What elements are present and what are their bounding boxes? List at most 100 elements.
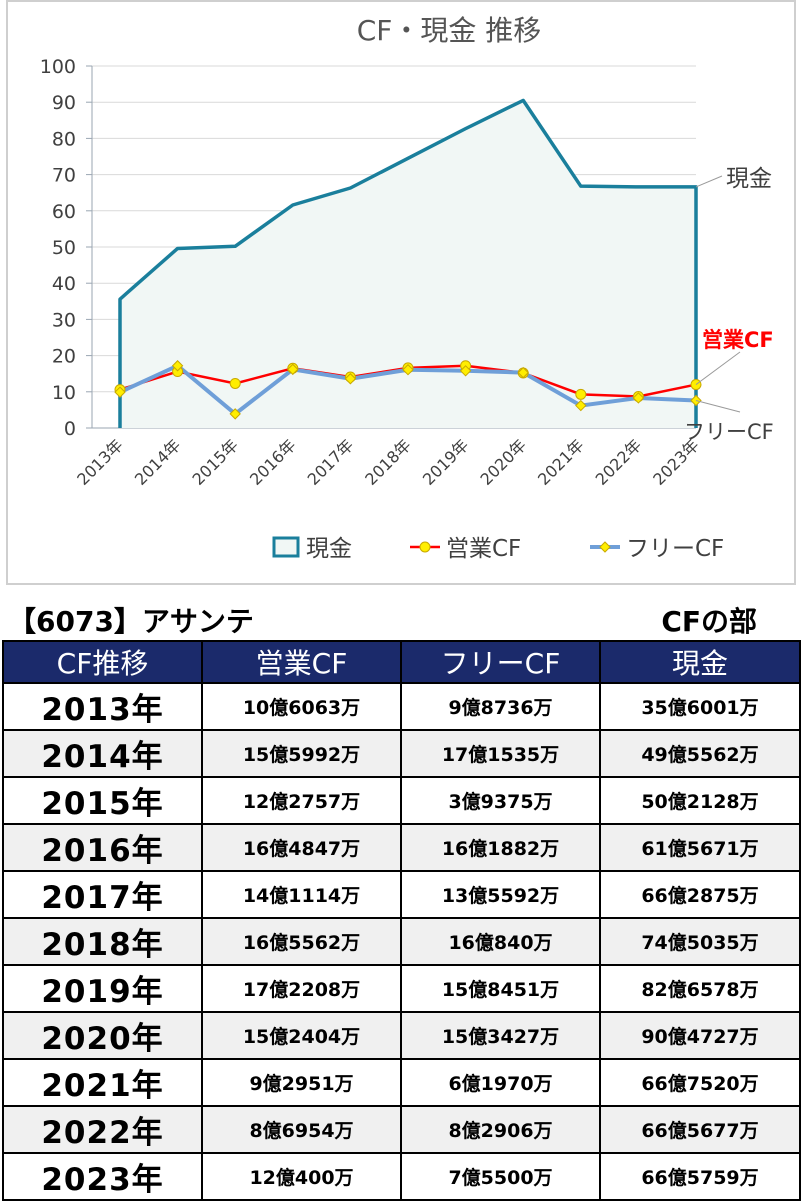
year-cell: 2020年 bbox=[2, 1011, 203, 1060]
free-cf-point bbox=[114, 386, 126, 398]
operating-cf-cell: 15億2404万 bbox=[201, 1011, 402, 1060]
x-tick-label: 2016年 bbox=[246, 435, 300, 489]
x-tick-label: 2017年 bbox=[304, 435, 358, 489]
free-cf-cell: 17億1535万 bbox=[400, 729, 601, 778]
table-row: 2019年 17億2208万 15億8451万 82億6578万 bbox=[2, 964, 801, 1013]
cf-cash-chart: CF・現金 推移 0 10 20 30 40 50 60 70 80 90 100 2013年 2014年… bbox=[40, 14, 774, 562]
cash-cell: 66億2875万 bbox=[599, 870, 801, 919]
free-cf-point bbox=[517, 366, 529, 379]
free-cf-cell: 9億8736万 bbox=[400, 682, 601, 731]
table-row: 2023年 12億400万 7億5500万 66億5759万 bbox=[2, 1152, 801, 1201]
free-cf-cell: 15億8451万 bbox=[400, 964, 601, 1013]
free-cf-label-leader bbox=[695, 400, 741, 413]
table-row: 2017年 14億1114万 13億5592万 66億2875万 bbox=[2, 870, 801, 919]
free-cf-cell: 6億1970万 bbox=[400, 1058, 601, 1107]
y-tick-label: 0 bbox=[64, 418, 76, 440]
cash-cell: 66億5677万 bbox=[599, 1105, 801, 1154]
operating-cf-label-leader bbox=[695, 351, 741, 385]
x-tick-label: 2021年 bbox=[534, 435, 588, 489]
cash-cell: 35億6001万 bbox=[599, 682, 801, 731]
free-cf-cell: 8億2906万 bbox=[400, 1105, 601, 1154]
y-tick-label: 100 bbox=[40, 56, 76, 78]
table-row: 2018年 16億5562万 16億840万 74億5035万 bbox=[2, 917, 801, 966]
table-row: 2014年 15億5992万 17億1535万 49億5562万 bbox=[2, 729, 801, 778]
operating-cf-cell: 17億2208万 bbox=[201, 964, 402, 1013]
column-header-operating-cf: 営業CF bbox=[201, 640, 402, 684]
cash-cell: 49億5562万 bbox=[599, 729, 801, 778]
legend-cash-swatch bbox=[272, 536, 300, 558]
free-cf-cell: 16億1882万 bbox=[400, 823, 601, 872]
chart-title: CF・現金 推移 bbox=[357, 14, 542, 47]
operating-cf-point bbox=[229, 377, 241, 389]
free-cf-point bbox=[171, 360, 184, 372]
table-row: 2013年 10億6063万 9億8736万 35億6001万 bbox=[2, 682, 801, 731]
operating-cf-cell: 16億4847万 bbox=[201, 823, 402, 872]
x-tick-label: 2019年 bbox=[419, 435, 473, 489]
y-tick-label: 30 bbox=[52, 309, 76, 331]
operating-cf-cell: 15億5992万 bbox=[201, 729, 402, 778]
free-cf-cell: 16億840万 bbox=[400, 917, 601, 966]
table-row: 2016年 16億4847万 16億1882万 61億5671万 bbox=[2, 823, 801, 872]
operating-cf-cell: 16億5562万 bbox=[201, 917, 402, 966]
year-cell: 2018年 bbox=[2, 917, 203, 966]
year-cell: 2022年 bbox=[2, 1105, 203, 1154]
free-cf-point bbox=[287, 363, 299, 376]
y-tick-label: 90 bbox=[52, 92, 76, 114]
legend-free-cf-marker bbox=[599, 541, 611, 553]
operating-cf-cell: 14億1114万 bbox=[201, 870, 402, 919]
cash-cell: 74億5035万 bbox=[599, 917, 801, 966]
table-row: 2015年 12億2757万 3億9375万 50億2128万 bbox=[2, 776, 801, 825]
year-cell: 2016年 bbox=[2, 823, 203, 872]
legend-operating-cf-marker bbox=[419, 541, 431, 553]
y-tick-label: 40 bbox=[52, 273, 76, 295]
cash-cell: 66億7520万 bbox=[599, 1058, 801, 1107]
table-row: 2021年 9億2951万 6億1970万 66億7520万 bbox=[2, 1058, 801, 1107]
legend-free-cf-label: フリーCF bbox=[626, 536, 724, 562]
cash-cell: 90億4727万 bbox=[599, 1011, 801, 1060]
year-cell: 2014年 bbox=[2, 729, 203, 778]
x-tick-label: 2014年 bbox=[131, 435, 185, 489]
free-cf-point bbox=[459, 365, 472, 377]
y-tick-label: 10 bbox=[52, 382, 76, 404]
table-header-row: CF推移 営業CF フリーCF 現金 bbox=[2, 640, 801, 684]
column-header-cash: 現金 bbox=[599, 640, 801, 684]
free-cf-point bbox=[344, 373, 357, 385]
free-cf-point bbox=[632, 392, 645, 404]
section-title: CFの部 bbox=[661, 605, 757, 638]
free-cf-cell: 15億3427万 bbox=[400, 1011, 601, 1060]
free-cf-point bbox=[575, 399, 587, 412]
free-cf-cell: 7億5500万 bbox=[400, 1152, 601, 1201]
free-cf-cell: 13億5592万 bbox=[400, 870, 601, 919]
operating-cf-cell: 12億2757万 bbox=[201, 776, 402, 825]
operating-cf-point bbox=[575, 388, 587, 400]
free-cf-point bbox=[402, 364, 414, 376]
year-cell: 2017年 bbox=[2, 870, 203, 919]
company-title: 【6073】アサンテ bbox=[8, 605, 254, 638]
table-row: 2022年 8億6954万 8億2906万 66億5677万 bbox=[2, 1105, 801, 1154]
column-header-free-cf: フリーCF bbox=[400, 640, 601, 684]
year-cell: 2013年 bbox=[2, 682, 203, 731]
table-row: 2020年 15億2404万 15億3427万 90億4727万 bbox=[2, 1011, 801, 1060]
cash-label-leader bbox=[695, 175, 723, 188]
free-cf-end-label: フリーCF bbox=[684, 420, 774, 444]
y-tick-label: 80 bbox=[52, 128, 76, 150]
y-tick-label: 60 bbox=[52, 201, 76, 223]
year-cell: 2019年 bbox=[2, 964, 203, 1013]
y-tick-label: 20 bbox=[52, 346, 76, 368]
operating-cf-end-label: 営業CF bbox=[702, 328, 774, 352]
cash-area bbox=[120, 100, 696, 428]
cash-cell: 50億2128万 bbox=[599, 776, 801, 825]
legend-operating-cf-label: 営業CF bbox=[446, 536, 521, 562]
operating-cf-cell: 9億2951万 bbox=[201, 1058, 402, 1107]
cash-cell: 82億6578万 bbox=[599, 964, 801, 1013]
free-cf-point bbox=[229, 408, 241, 420]
legend-cash-label: 現金 bbox=[306, 536, 352, 562]
cf-table: CF推移 営業CF フリーCF 現金 2013年 10億6063万 9億8736万 3… bbox=[2, 640, 801, 1201]
operating-cf-cell: 10億6063万 bbox=[201, 682, 402, 731]
cash-cell: 61億5671万 bbox=[599, 823, 801, 872]
cash-series-line bbox=[118, 98, 698, 428]
year-cell: 2023年 bbox=[2, 1152, 203, 1201]
year-cell: 2015年 bbox=[2, 776, 203, 825]
operating-cf-cell: 12億400万 bbox=[201, 1152, 402, 1201]
x-tick-label: 2020年 bbox=[476, 435, 530, 489]
